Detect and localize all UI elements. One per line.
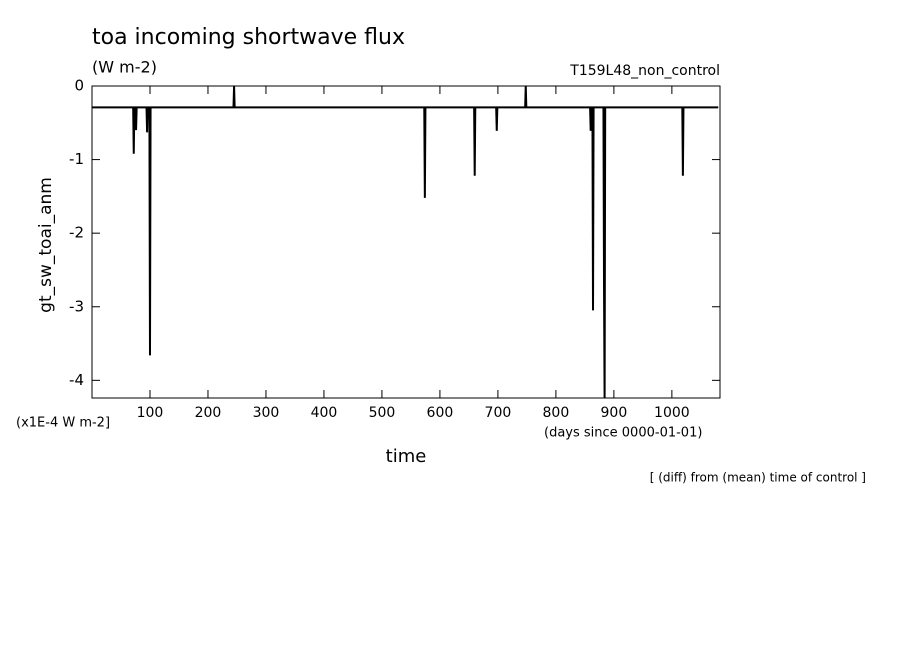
x-tick-label: 200 — [195, 405, 222, 421]
y-tick-label: -1 — [69, 150, 84, 168]
x-tick-label: 600 — [427, 405, 454, 421]
chart-title: toa incoming shortwave flux — [92, 25, 405, 50]
y-axis-label: gt_sw_toai_anm — [36, 177, 56, 313]
subtitle: (W m-2) — [92, 58, 157, 77]
x-tick-label: 100 — [137, 405, 164, 421]
run-label: T159L48_non_control — [569, 63, 720, 79]
x-tick-label: 700 — [485, 405, 512, 421]
x-tick-label: 900 — [601, 405, 628, 421]
x-tick-label: 300 — [253, 405, 280, 421]
y-tick-label: 0 — [74, 77, 84, 95]
x-tick-label: 400 — [311, 405, 338, 421]
y-unit: (x1E-4 W m-2] — [16, 416, 110, 431]
y-tick-label: -3 — [69, 297, 84, 315]
plot-frame — [91, 85, 721, 399]
x-axis-label: time — [386, 446, 427, 467]
data-line — [92, 86, 719, 398]
note: [ (diff) from (mean) time of control ] — [650, 471, 866, 485]
x-unit: (days since 0000-01-01) — [544, 426, 702, 441]
x-tick-label: 1000 — [654, 405, 690, 421]
x-tick-label: 500 — [369, 405, 396, 421]
y-tick-label: -2 — [69, 224, 84, 242]
x-tick-label: 800 — [543, 405, 570, 421]
y-tick-label: -4 — [69, 371, 84, 389]
